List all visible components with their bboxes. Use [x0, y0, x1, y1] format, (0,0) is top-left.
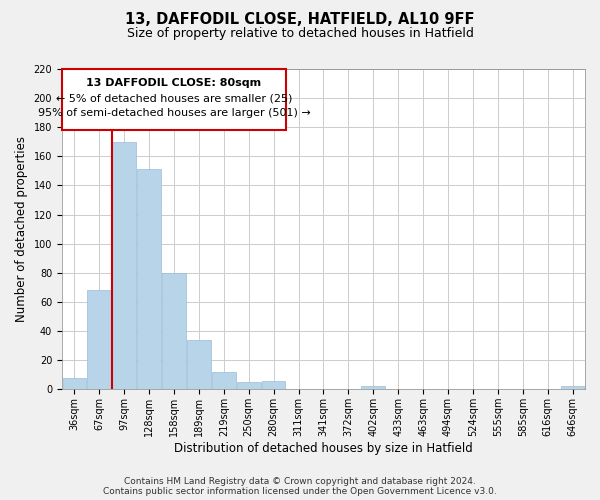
- Bar: [262, 380, 286, 390]
- Bar: [212, 372, 236, 390]
- Bar: [62, 378, 86, 390]
- X-axis label: Distribution of detached houses by size in Hatfield: Distribution of detached houses by size …: [174, 442, 473, 455]
- Text: Size of property relative to detached houses in Hatfield: Size of property relative to detached ho…: [127, 28, 473, 40]
- FancyBboxPatch shape: [62, 69, 286, 130]
- Bar: [137, 170, 161, 390]
- Bar: [88, 290, 111, 390]
- Bar: [162, 273, 186, 390]
- Bar: [237, 382, 260, 390]
- Bar: [561, 386, 584, 390]
- Bar: [187, 340, 211, 390]
- Text: Contains HM Land Registry data © Crown copyright and database right 2024.
Contai: Contains HM Land Registry data © Crown c…: [103, 476, 497, 496]
- Text: 13 DAFFODIL CLOSE: 80sqm: 13 DAFFODIL CLOSE: 80sqm: [86, 78, 262, 88]
- Text: 13, DAFFODIL CLOSE, HATFIELD, AL10 9FF: 13, DAFFODIL CLOSE, HATFIELD, AL10 9FF: [125, 12, 475, 28]
- Bar: [112, 142, 136, 390]
- Text: 95% of semi-detached houses are larger (501) →: 95% of semi-detached houses are larger (…: [38, 108, 310, 118]
- Text: ← 5% of detached houses are smaller (25): ← 5% of detached houses are smaller (25): [56, 93, 292, 103]
- Bar: [361, 386, 385, 390]
- Y-axis label: Number of detached properties: Number of detached properties: [15, 136, 28, 322]
